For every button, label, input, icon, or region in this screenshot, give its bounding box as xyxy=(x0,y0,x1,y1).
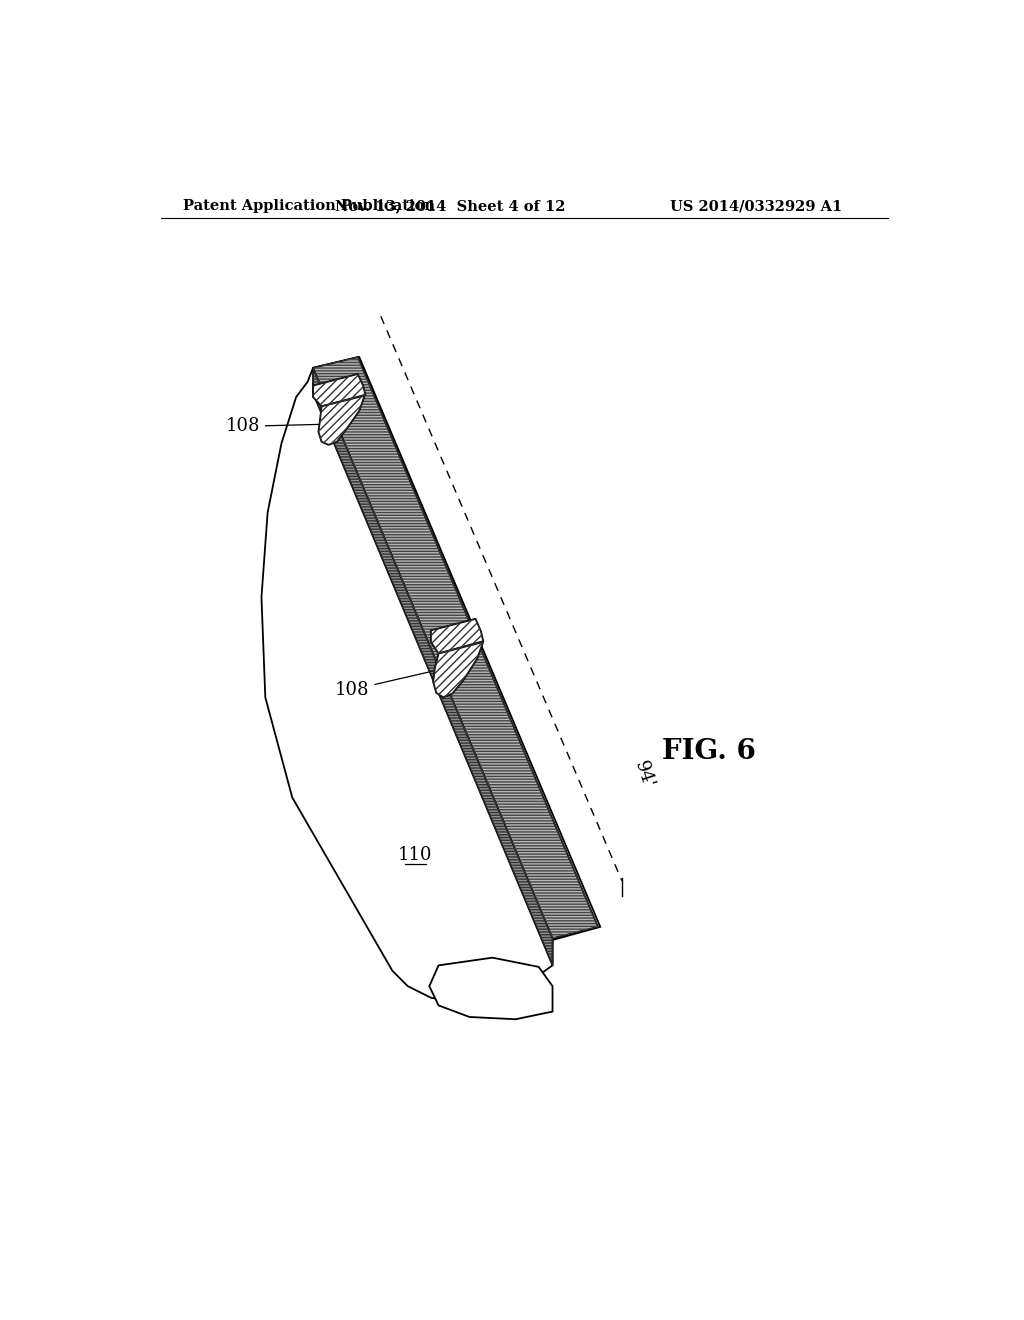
Polygon shape xyxy=(318,396,365,445)
Polygon shape xyxy=(433,642,483,697)
Polygon shape xyxy=(313,374,366,407)
Polygon shape xyxy=(431,619,483,653)
Polygon shape xyxy=(261,358,600,1003)
Polygon shape xyxy=(429,958,553,1019)
Text: US 2014/0332929 A1: US 2014/0332929 A1 xyxy=(670,199,842,213)
Polygon shape xyxy=(313,358,598,939)
Text: 110: 110 xyxy=(398,846,433,865)
Text: Patent Application Publication: Patent Application Publication xyxy=(183,199,435,213)
Text: 108: 108 xyxy=(225,417,330,436)
Text: FIG. 6: FIG. 6 xyxy=(662,738,756,764)
Polygon shape xyxy=(313,368,553,965)
Text: Nov. 13, 2014  Sheet 4 of 12: Nov. 13, 2014 Sheet 4 of 12 xyxy=(335,199,565,213)
Text: 94': 94' xyxy=(631,759,656,791)
Text: 108: 108 xyxy=(335,667,450,698)
